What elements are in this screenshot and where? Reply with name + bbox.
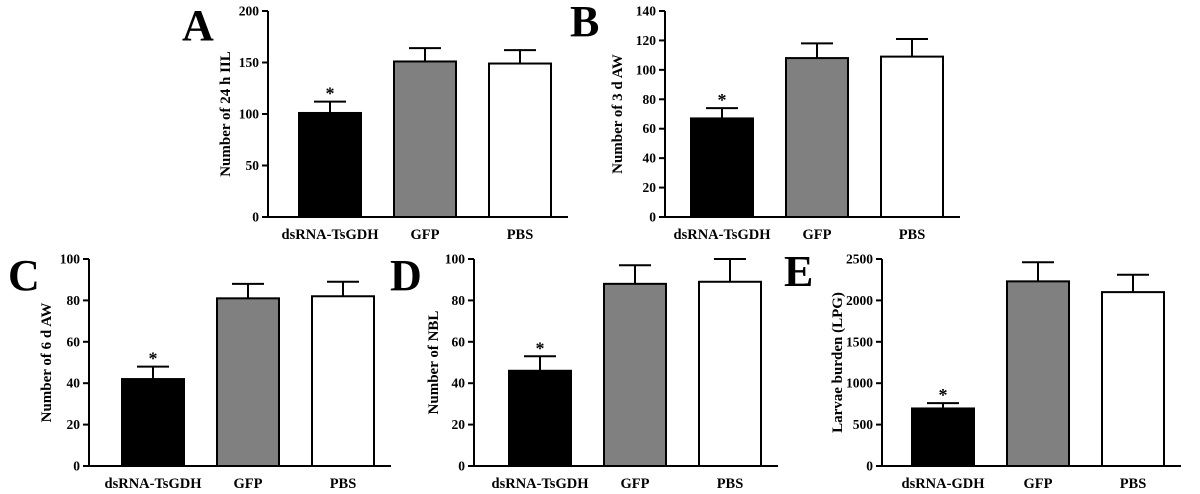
significance-marker: * [536,338,545,358]
y-tick-label: 60 [67,334,81,349]
bar [298,111,362,218]
y-tick-label: 500 [853,417,874,432]
significance-marker: * [149,349,158,369]
y-tick-label: 80 [452,293,466,308]
y-tick-label: 60 [643,121,657,136]
category-label: dsRNA-GDH [902,476,986,492]
y-tick-label: 20 [643,180,657,195]
category-label: PBS [717,476,744,492]
y-tick-label: 0 [252,210,259,225]
y-axis-title: Number of 24 h IIL [218,51,234,177]
panel-letter: E [784,247,813,296]
y-tick-label: 40 [452,376,466,391]
y-tick-label: 20 [67,417,81,432]
bar [216,297,280,467]
bar [880,55,944,218]
significance-marker: * [939,385,948,405]
y-tick-label: 100 [445,252,466,267]
chart-panel-a: A 0 50 100 150 200 Number of 24 h IIL * dsRNA-Ts… [182,1,568,243]
y-tick-label: 20 [452,417,466,432]
y-tick-label: 40 [67,376,81,391]
y-tick-label: 140 [636,4,657,19]
panel-letter: D [390,251,422,300]
bar [488,62,552,218]
category-label: PBS [330,476,357,492]
bar [393,60,457,218]
y-axis-title: Larvae burden (LPG) [830,292,846,433]
y-tick-label: 0 [866,459,873,474]
y-tick-label: 0 [458,459,465,474]
panel-letter: B [570,0,599,46]
chart-panel-d: D 0 20 40 60 80 100 Number of NBL * dsRNA-TsGDH GF… [390,251,778,492]
panel-letter: A [182,1,214,50]
category-label: GFP [234,476,263,492]
bar [121,378,185,467]
significance-marker: * [718,90,727,110]
y-tick-label: 120 [636,33,657,48]
y-tick-label: 60 [452,334,466,349]
bar [311,295,375,468]
y-tick-label: 200 [239,4,260,19]
y-tick-label: 150 [239,55,260,70]
y-tick-label: 80 [67,293,81,308]
bar [911,407,975,468]
bar [603,282,667,467]
category-label: GFP [411,227,440,243]
chart-panel-e: E 0 500 1000 1500 2000 2500 Larvae burden (LPG)… [784,247,1181,492]
category-label: dsRNA-TsGDH [492,476,590,492]
y-tick-label: 2000 [846,293,873,308]
y-tick-label: 100 [636,62,657,77]
category-label: GFP [1024,476,1053,492]
bar [785,57,849,219]
category-label: GFP [803,227,832,243]
category-label: GFP [621,476,650,492]
category-label: PBS [1120,476,1147,492]
y-tick-label: 1000 [846,376,873,391]
y-axis-title: Number of 6 d AW [39,303,55,423]
category-label: dsRNA-TsGDH [674,227,772,243]
category-label: dsRNA-TsGDH [282,227,380,243]
y-tick-label: 2500 [846,252,873,267]
panel-letter: C [8,251,40,300]
y-tick-label: 1500 [846,334,873,349]
y-tick-label: 100 [239,107,260,122]
category-label: dsRNA-TsGDH [105,476,203,492]
y-tick-label: 0 [73,459,80,474]
bar [690,117,754,218]
category-label: PBS [899,227,926,243]
bar [1101,291,1165,467]
chart-panel-b: B 0 20 40 60 80 100 120 140 Number of 3 d AW * dsRN… [570,0,960,243]
y-axis-title: Number of NBL [426,311,442,415]
category-label: PBS [507,227,534,243]
significance-marker: * [326,84,335,104]
bar [508,369,572,467]
y-tick-label: 0 [649,210,656,225]
y-tick-label: 50 [246,158,260,173]
y-tick-label: 100 [60,252,81,267]
chart-panel-c: C 0 20 40 60 80 100 Number of 6 d AW * dsRNA-TsGD… [8,251,391,492]
y-tick-label: 40 [643,151,657,166]
y-axis-title: Number of 3 d AW [610,54,626,174]
bar [1006,280,1070,467]
bar [698,280,762,467]
y-tick-label: 80 [643,92,657,107]
